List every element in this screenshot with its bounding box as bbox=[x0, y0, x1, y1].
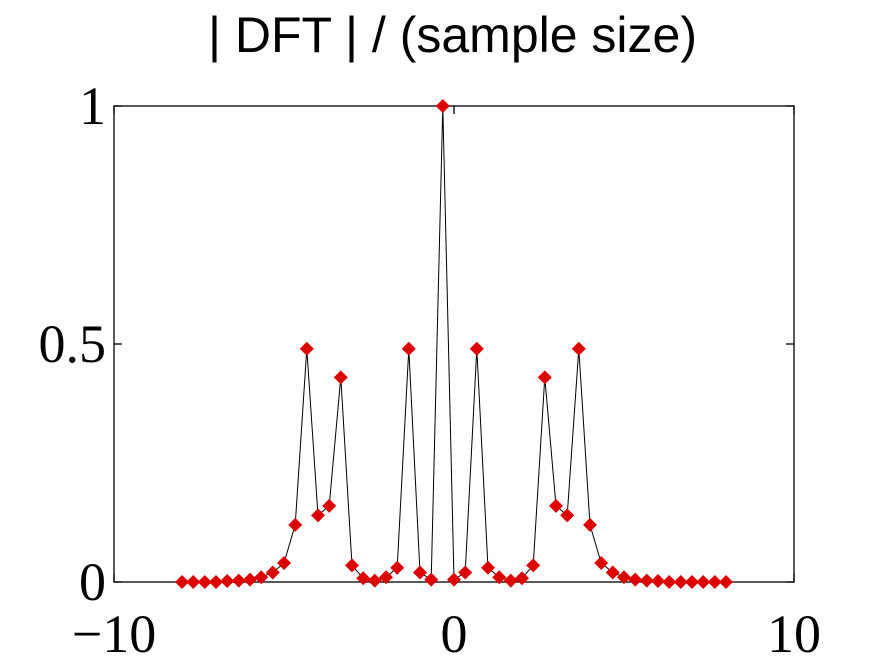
series-line-layer bbox=[182, 105, 726, 583]
data-point-marker bbox=[537, 370, 552, 385]
marker-layer bbox=[175, 99, 733, 589]
y-tick-label: 0 bbox=[79, 552, 106, 612]
data-point-marker bbox=[685, 575, 699, 589]
data-point-marker bbox=[254, 570, 269, 585]
data-point-marker bbox=[311, 508, 325, 523]
data-point-marker bbox=[356, 571, 371, 586]
data-point-marker bbox=[583, 517, 597, 532]
y-tick-label: 0.5 bbox=[39, 314, 107, 374]
data-point-marker bbox=[186, 575, 201, 589]
data-point-marker bbox=[379, 570, 393, 585]
data-point-marker bbox=[322, 498, 337, 513]
data-point-marker bbox=[390, 560, 405, 575]
data-point-marker bbox=[413, 565, 427, 580]
data-point-marker bbox=[401, 341, 416, 356]
chart-title: | DFT | / (sample size) bbox=[207, 7, 697, 63]
axes-layer bbox=[113, 105, 795, 583]
data-point-marker bbox=[662, 575, 677, 589]
data-point-marker bbox=[265, 565, 280, 580]
y-tick-label: 1 bbox=[79, 76, 106, 136]
data-point-marker bbox=[549, 498, 563, 513]
data-point-marker bbox=[605, 565, 620, 580]
data-point-marker bbox=[560, 508, 575, 523]
data-point-marker bbox=[299, 341, 314, 356]
data-point-marker bbox=[617, 570, 631, 585]
data-point-marker bbox=[458, 565, 473, 580]
plot-frame bbox=[113, 105, 795, 583]
data-point-marker bbox=[345, 558, 359, 573]
data-point-marker bbox=[707, 575, 722, 589]
data-point-marker bbox=[628, 572, 643, 587]
data-point-marker bbox=[243, 572, 257, 587]
data-point-marker bbox=[526, 558, 541, 573]
data-point-marker bbox=[367, 573, 382, 588]
data-point-marker bbox=[469, 341, 484, 356]
data-point-marker bbox=[481, 560, 495, 575]
data-point-marker bbox=[277, 555, 291, 570]
data-point-marker bbox=[571, 341, 586, 356]
x-tick-label: 10 bbox=[767, 604, 821, 658]
data-point-marker bbox=[696, 575, 711, 589]
data-point-marker bbox=[503, 573, 518, 588]
data-point-marker bbox=[197, 575, 212, 589]
data-point-marker bbox=[594, 555, 609, 570]
data-point-marker bbox=[231, 573, 246, 588]
data-point-marker bbox=[447, 572, 461, 587]
data-point-marker bbox=[288, 517, 303, 532]
data-point-marker bbox=[333, 370, 348, 385]
data-point-marker bbox=[435, 99, 450, 113]
data-point-marker bbox=[515, 571, 529, 586]
data-point-marker bbox=[673, 575, 688, 589]
x-tick-label: 0 bbox=[441, 604, 468, 658]
data-point-marker bbox=[719, 575, 733, 589]
x-tick-label: −10 bbox=[72, 604, 156, 658]
data-point-marker bbox=[175, 575, 189, 589]
data-point-marker bbox=[651, 574, 665, 589]
data-point-marker bbox=[209, 575, 223, 589]
series-line bbox=[182, 105, 726, 583]
data-point-marker bbox=[492, 570, 507, 585]
data-point-marker bbox=[424, 572, 439, 587]
data-point-marker bbox=[220, 574, 235, 589]
data-point-marker bbox=[639, 573, 654, 588]
